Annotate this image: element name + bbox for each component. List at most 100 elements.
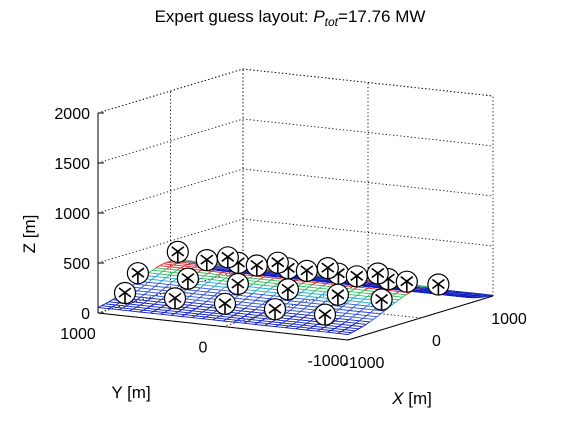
surface-mesh-line-x <box>169 272 174 276</box>
surface-mesh-line-x <box>243 321 248 324</box>
surface-mesh-line-x <box>297 292 302 296</box>
turbine-blade <box>131 267 145 278</box>
surface-mesh-line-x <box>199 303 204 307</box>
surface-mesh-line-x <box>198 311 203 315</box>
surface-mesh-line-x <box>165 284 170 288</box>
surface-mesh-line-x <box>195 306 200 310</box>
turbine-blade <box>321 262 335 273</box>
surface-mesh-line-x <box>421 290 426 293</box>
turbine-blade <box>171 246 185 257</box>
surface-mesh-line-x <box>161 287 166 291</box>
surface-mesh-line-x <box>288 323 294 327</box>
surface-mesh-line-x <box>295 326 300 330</box>
surface-mesh-line-x <box>115 302 120 306</box>
surface-mesh-line-x <box>482 296 486 298</box>
axis-edge <box>347 295 494 341</box>
surface-mesh-line-x <box>454 292 459 294</box>
surface-mesh-line-x <box>266 288 271 293</box>
surface-mesh-line-x <box>464 293 469 295</box>
surface-mesh-line-x <box>349 297 354 302</box>
surface-mesh-line-x <box>166 260 171 263</box>
surface-mesh-line-x <box>168 281 174 285</box>
surface-mesh-line-x <box>391 302 396 306</box>
surface-mesh-line-x <box>220 267 225 270</box>
surface-mesh-line-x <box>180 265 185 269</box>
surface-mesh-line-x <box>360 289 365 294</box>
surface-mesh-line-x <box>337 324 342 327</box>
surface-mesh-line-x <box>211 276 216 280</box>
turbine-markers <box>113 240 450 326</box>
surface-mesh-line-x <box>185 304 190 308</box>
surface-mesh-line-x <box>101 303 106 307</box>
surface-mesh-line-x <box>268 321 273 325</box>
grid-top <box>97 68 494 114</box>
turbine-marker <box>163 287 187 310</box>
surface-mesh-line-x <box>223 268 228 271</box>
surface-mesh-line-x <box>150 295 155 299</box>
surface-mesh-line-x <box>350 288 355 292</box>
surface-mesh-line-x <box>184 312 189 316</box>
turbine-marker <box>195 249 218 272</box>
x-axis-label-var: X <box>391 389 404 408</box>
surface-mesh-line-x <box>218 272 223 275</box>
surface-mesh-line-x <box>170 313 175 316</box>
surface-mesh-line-x <box>273 292 278 297</box>
surface-mesh-line-x <box>340 329 346 332</box>
surface-mesh-line-x <box>366 312 371 316</box>
turbine-marker <box>345 265 368 288</box>
surface-mesh-line-x <box>140 284 145 289</box>
y-tick-label: 1000 <box>60 326 96 343</box>
surface-mesh-line-x <box>355 328 360 332</box>
surface-mesh-line-x <box>251 300 256 304</box>
surface-mesh-line-x <box>202 301 207 305</box>
axis-edge <box>97 312 349 341</box>
surface-mesh-line-x <box>348 316 353 321</box>
surface-mesh-line-x <box>317 278 322 281</box>
surface-mesh-line-x <box>315 278 320 280</box>
grid-line-z <box>97 168 494 214</box>
surface-mesh-line-x <box>153 301 159 305</box>
surface-mesh-line-x <box>311 299 316 304</box>
axes-edges <box>97 112 494 341</box>
surface-mesh-line-x <box>319 277 323 280</box>
surface-mesh-line-x <box>216 266 221 269</box>
surface-mesh-line-x <box>129 308 134 312</box>
surface-mesh-line-x <box>137 287 142 292</box>
z-tick-label: 1500 <box>54 156 90 173</box>
surface-mesh-line-x <box>301 281 306 284</box>
surface-mesh-line-x <box>345 310 350 314</box>
surface-mesh-line-x <box>489 294 494 297</box>
surface-mesh-line-x <box>348 325 353 329</box>
surface-mesh-line-x <box>322 283 327 287</box>
surface-mesh-line-x <box>207 270 212 274</box>
surface-mesh-line-x <box>202 316 206 320</box>
grid-line-z <box>97 218 494 264</box>
surface-mesh-line-x <box>296 319 301 323</box>
surface-mesh-line-x <box>320 327 325 330</box>
surface-mesh-line-x <box>214 274 219 278</box>
surface-mesh-line-x <box>391 293 396 297</box>
surface-mesh-line-x <box>136 304 141 308</box>
surface-mesh-line-x <box>259 294 264 298</box>
surface-mesh-line-x <box>205 314 210 318</box>
surface-mesh-line-x <box>265 273 270 276</box>
turbine-marker <box>427 273 450 296</box>
surface-mesh-line-x <box>215 315 221 319</box>
surface-mesh-line-x <box>310 309 315 313</box>
surface-mesh-line-x <box>247 311 252 315</box>
turbine-blade <box>221 251 235 262</box>
surface-mesh-line-x <box>273 273 278 276</box>
surface-mesh-line-x <box>195 313 200 317</box>
surface-mesh-line-x <box>297 283 303 287</box>
surface-mesh-line-x <box>220 286 226 291</box>
surface-mesh-line-x <box>206 288 212 293</box>
surface-mesh-line-x <box>206 298 211 302</box>
surface-mesh-line-x <box>285 318 290 322</box>
turbine-blade <box>250 259 264 271</box>
surface-mesh-line-x <box>174 311 179 315</box>
surface-mesh-line-x <box>241 298 246 303</box>
surface-mesh-line-x <box>199 294 204 298</box>
surface-mesh-line-x <box>362 315 367 319</box>
turbine-blade <box>118 287 132 298</box>
surface-mesh-line-x <box>196 287 201 292</box>
